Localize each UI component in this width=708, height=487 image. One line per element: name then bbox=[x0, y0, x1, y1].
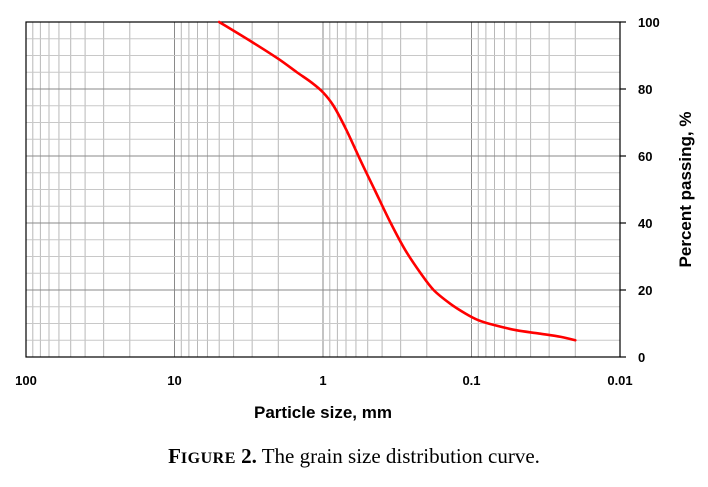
y-tick-label: 0 bbox=[638, 350, 645, 365]
y-tick-label: 60 bbox=[638, 149, 652, 164]
x-tick-label: 0.01 bbox=[607, 373, 632, 388]
x-tick-label: 10 bbox=[167, 373, 181, 388]
figure-label: FIGURE 2. bbox=[168, 444, 257, 468]
x-tick-label: 100 bbox=[15, 373, 37, 388]
x-tick-label: 0.1 bbox=[462, 373, 480, 388]
y-tick-label: 100 bbox=[638, 15, 660, 30]
grain-size-chart: 100 10 1 0.1 0.01 0 20 40 60 80 100 Particle size,… bbox=[15, 15, 695, 422]
grid bbox=[26, 21, 621, 358]
figure-caption: FIGURE 2. The grain size distribution cu… bbox=[0, 444, 708, 469]
axis-ticks bbox=[620, 21, 626, 358]
x-tick-label: 1 bbox=[319, 373, 326, 388]
grading-curve-line bbox=[217, 20, 577, 342]
y-tick-label: 80 bbox=[638, 82, 652, 97]
tick-labels: 100 10 1 0.1 0.01 0 20 40 60 80 100 bbox=[15, 15, 660, 388]
y-axis-title: Percent passing, % bbox=[676, 112, 695, 268]
x-axis-title: Particle size, mm bbox=[254, 403, 392, 422]
y-tick-label: 40 bbox=[638, 216, 652, 231]
plot-frame bbox=[25, 21, 621, 358]
caption-text: The grain size distribution curve. bbox=[256, 444, 540, 468]
y-tick-label: 20 bbox=[638, 283, 652, 298]
